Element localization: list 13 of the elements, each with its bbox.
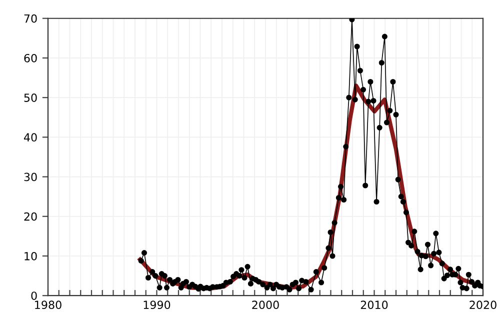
x-tick-label: 1990 [144, 300, 170, 310]
x-tick-label: 2010 [360, 300, 388, 310]
x-tick-label: 1980 [35, 300, 62, 310]
y-tick-label: 20 [24, 212, 37, 221]
y-tick-label: 60 [24, 54, 37, 62]
y-tick-label: 50 [24, 94, 37, 102]
y-tick-label: 40 [24, 133, 37, 142]
x-tick-label: 2000 [252, 300, 279, 310]
y-tick-label: 0 [31, 292, 37, 300]
x-tick-label: 2020 [470, 300, 496, 310]
y-tick-label: 30 [24, 172, 37, 182]
y-tick-label: 70 [24, 14, 37, 23]
y-tick-label: 10 [24, 252, 37, 260]
